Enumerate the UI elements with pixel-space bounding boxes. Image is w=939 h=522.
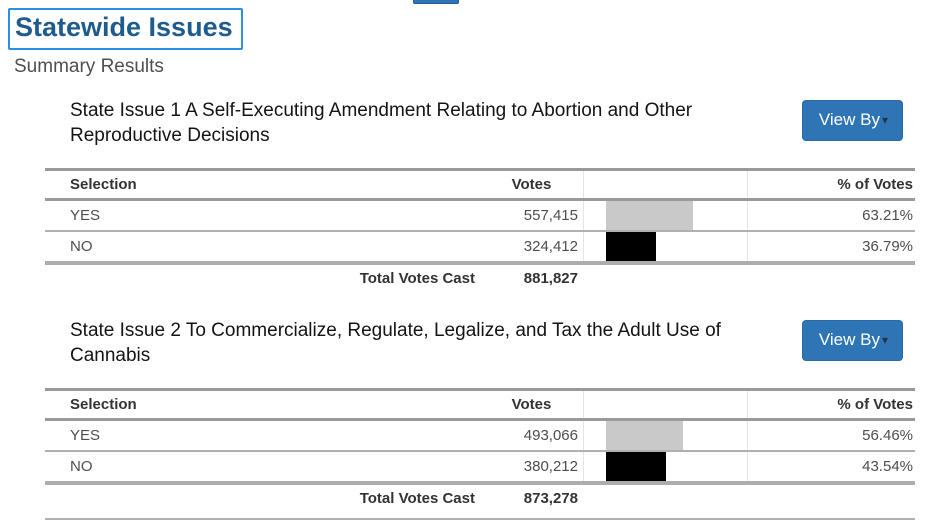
chevron-down-icon: ▾	[881, 332, 888, 347]
col-header-bar	[583, 390, 748, 418]
table-row: YES 493,066 56.46%	[45, 420, 915, 452]
view-by-button[interactable]: View By ▾	[801, 319, 903, 361]
vote-bar-track	[606, 420, 743, 450]
table-header-row: Selection Votes % of Votes	[45, 170, 915, 201]
page-subtitle: Summary Results	[14, 55, 164, 77]
vote-bar	[606, 200, 693, 230]
col-header-bar	[583, 170, 748, 198]
view-by-button[interactable]: View By ▾	[801, 99, 903, 141]
vote-bar	[606, 420, 684, 450]
table-header-row: Selection Votes % of Votes	[45, 390, 915, 421]
contest-section-issue-1: State Issue 1 A Self-Executing Amendment…	[0, 98, 939, 292]
view-by-label: View By	[818, 329, 880, 349]
results-table: Selection Votes % of Votes YES 493,066 5…	[45, 387, 915, 512]
bar-cell	[583, 420, 748, 450]
page-title[interactable]: Statewide Issues	[8, 8, 243, 50]
results-table: Selection Votes % of Votes YES 557,415 6…	[45, 167, 915, 292]
pct-value: 56.46%	[862, 426, 913, 444]
vote-bar-track	[606, 231, 743, 261]
col-header-selection: Selection	[70, 175, 137, 193]
view-by-label: View By	[818, 109, 880, 129]
votes-value: 380,212	[523, 457, 578, 475]
selection-label: YES	[70, 206, 101, 224]
col-header-votes: Votes	[511, 175, 552, 193]
votes-value: 324,412	[523, 237, 578, 255]
contest-title: State Issue 2 To Commercialize, Regulate…	[70, 319, 721, 366]
selection-label: NO	[70, 457, 93, 475]
selection-label: YES	[70, 426, 101, 444]
vote-bar-track	[606, 200, 743, 230]
vote-bar	[606, 451, 666, 481]
col-header-pct: % of Votes	[837, 395, 913, 413]
table-row: YES 557,415 63.21%	[45, 200, 915, 232]
col-header-selection: Selection	[70, 395, 137, 413]
top-cutoff-button[interactable]	[413, 0, 459, 4]
votes-value: 557,415	[523, 206, 578, 224]
next-section-divider	[45, 517, 915, 520]
chevron-down-icon: ▾	[881, 112, 888, 127]
pct-value: 63.21%	[862, 206, 913, 224]
table-row: NO 324,412 36.79%	[45, 231, 915, 265]
col-header-pct: % of Votes	[837, 175, 913, 193]
pct-value: 36.79%	[862, 237, 913, 255]
total-label: Total Votes Cast	[359, 490, 475, 508]
total-row: Total Votes Cast 873,278	[45, 486, 915, 512]
selection-label: NO	[70, 237, 93, 255]
total-row: Total Votes Cast 881,827	[45, 266, 915, 292]
pct-value: 43.54%	[862, 457, 913, 475]
table-row: NO 380,212 43.54%	[45, 451, 915, 485]
votes-value: 493,066	[523, 426, 578, 444]
bar-cell	[583, 451, 748, 481]
contest-title: State Issue 1 A Self-Executing Amendment…	[70, 99, 693, 146]
bar-cell	[583, 200, 748, 230]
vote-bar	[606, 231, 657, 261]
col-header-votes: Votes	[511, 395, 552, 413]
total-votes-value: 881,827	[523, 270, 578, 288]
bar-cell	[583, 231, 748, 261]
total-votes-value: 873,278	[523, 490, 578, 508]
contest-section-issue-2: State Issue 2 To Commercialize, Regulate…	[0, 318, 939, 512]
total-label: Total Votes Cast	[359, 270, 475, 288]
vote-bar-track	[606, 451, 743, 481]
